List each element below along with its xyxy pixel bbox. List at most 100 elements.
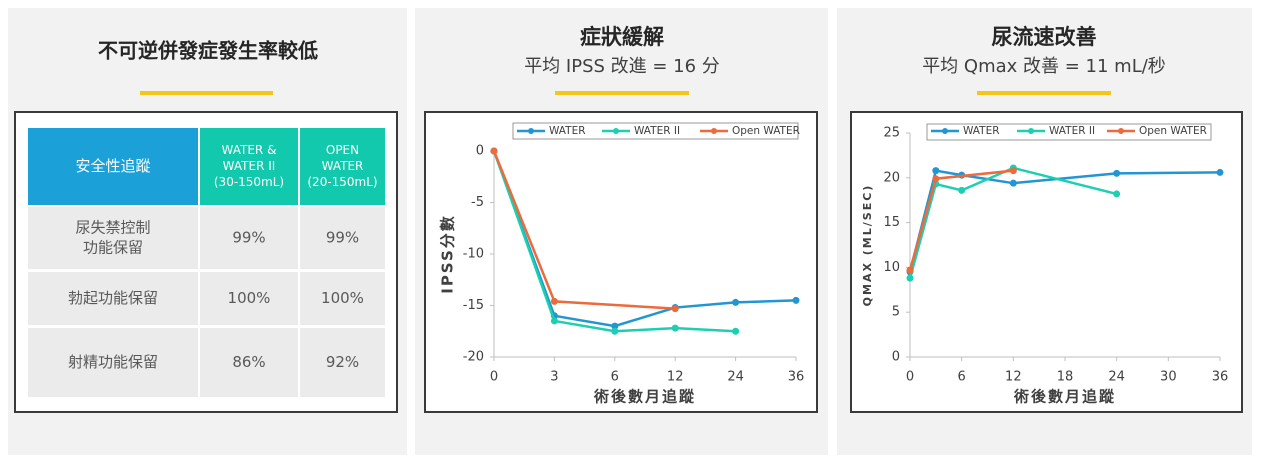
data-point [1009, 167, 1017, 175]
legend-marker [1028, 128, 1034, 134]
data-point [732, 298, 740, 306]
data-point [550, 297, 558, 305]
legend-box [926, 123, 1212, 141]
legend-marker [942, 128, 948, 134]
legend-marker [528, 128, 534, 134]
data-point [671, 324, 679, 332]
chart-box [850, 111, 1243, 413]
table-cell-text: 勃起功能保留 [68, 289, 158, 307]
data-point [1009, 179, 1017, 187]
data-point [1113, 190, 1121, 198]
table-cell [300, 207, 385, 269]
data-point [611, 327, 619, 335]
table-cell [28, 328, 198, 397]
x-tick-label: 24 [727, 370, 744, 385]
x-tick-label: 12 [667, 370, 684, 385]
table-cell-text: 尿失禁控制 [75, 218, 150, 236]
x-tick-label: 36 [788, 370, 805, 385]
x-axis-label: 術後數月追蹤 [1013, 388, 1116, 406]
header-cell [200, 128, 298, 205]
y-tick-label: 0 [476, 144, 484, 159]
y-tick-label: 20 [883, 170, 900, 185]
x-tick-label: 12 [1005, 370, 1022, 385]
table-cell-text: WATER II [223, 159, 276, 173]
table-cell-text: 99% [232, 229, 265, 247]
data-point [671, 305, 679, 313]
legend-label: WATER [963, 125, 1000, 137]
table-cell [300, 272, 385, 325]
chart-box [424, 111, 818, 413]
x-tick-label: 6 [611, 370, 619, 385]
x-tick-label: 36 [1212, 370, 1229, 385]
data-point [958, 186, 966, 194]
legend-label: WATER II [1049, 125, 1095, 137]
y-axis-label: IPSS分數 [439, 214, 457, 294]
chart-title: 症狀緩解 [580, 25, 664, 49]
x-tick-label: 0 [906, 370, 914, 385]
y-tick-label: -15 [463, 298, 484, 313]
series-line [492, 150, 797, 328]
table-cell [200, 272, 298, 325]
x-tick-label: 6 [958, 370, 966, 385]
y-axis-label: QMAX (ML/SEC) [861, 184, 874, 307]
table-cell-text: WATER & [222, 143, 277, 157]
legend-marker [613, 128, 619, 134]
table-cell [300, 328, 385, 397]
x-tick-label: 3 [550, 370, 558, 385]
header-cell [28, 128, 198, 205]
table-cell [200, 328, 298, 397]
x-axis-label: 術後數月追蹤 [593, 388, 696, 406]
chart-subtitle: 平均 Qmax 改善 = 11 mL/秒 [922, 56, 1166, 77]
legend-label: Open WATER [1139, 125, 1207, 137]
table-cell [28, 272, 198, 325]
table-cell [28, 207, 198, 269]
data-point [1216, 168, 1224, 176]
data-point [792, 296, 800, 304]
table-cell-text: WATER [322, 159, 364, 173]
data-point [490, 147, 498, 155]
accent-bar [555, 91, 689, 95]
data-point [550, 317, 558, 325]
table-cell-text: 92% [326, 353, 359, 371]
x-tick-label: 24 [1108, 370, 1125, 385]
legend-marker [1118, 128, 1124, 134]
y-tick-label: -5 [471, 195, 484, 210]
legend-label: WATER II [634, 125, 680, 137]
x-tick-label: 30 [1160, 370, 1177, 385]
y-tick-label: 0 [892, 350, 900, 365]
chart-title: 尿流速改善 [992, 25, 1097, 49]
table-cell-text: 功能保留 [83, 239, 143, 257]
y-tick-label: 10 [883, 260, 900, 275]
table-cell-text: 安全性追蹤 [75, 157, 150, 175]
table-cell-text: 86% [232, 353, 265, 371]
y-tick-label: 25 [883, 126, 900, 141]
legend-label: WATER [549, 125, 586, 137]
table-cell [200, 207, 298, 269]
legend-marker [711, 128, 717, 134]
table-cell-text: 99% [326, 229, 359, 247]
data-point [732, 327, 740, 335]
legend-box [512, 122, 799, 140]
table-cell-text: (20-150mL) [307, 175, 377, 189]
y-tick-label: 15 [883, 215, 900, 230]
data-point [1113, 169, 1121, 177]
table-cell-text: 射精功能保留 [68, 353, 158, 371]
data-point [932, 167, 940, 175]
legend-label: Open WATER [732, 125, 800, 137]
y-tick-label: 5 [892, 305, 900, 320]
table-cell-text: 100% [321, 289, 364, 307]
chart-subtitle: 平均 IPSS 改進 = 16 分 [524, 56, 720, 77]
data-point [906, 266, 914, 274]
table-cell-text: (30-150mL) [214, 175, 284, 189]
accent-bar [977, 91, 1111, 95]
table-cell-text: OPEN [326, 143, 359, 157]
data-point [906, 274, 914, 282]
x-tick-label: 0 [490, 370, 498, 385]
panel-title: 不可逆併發症發生率較低 [98, 39, 318, 63]
x-tick-label: 18 [1057, 370, 1074, 385]
table-cell-text: 100% [228, 289, 271, 307]
y-tick-label: -10 [463, 247, 484, 262]
accent-bar [140, 91, 273, 95]
header-cell [300, 128, 385, 205]
